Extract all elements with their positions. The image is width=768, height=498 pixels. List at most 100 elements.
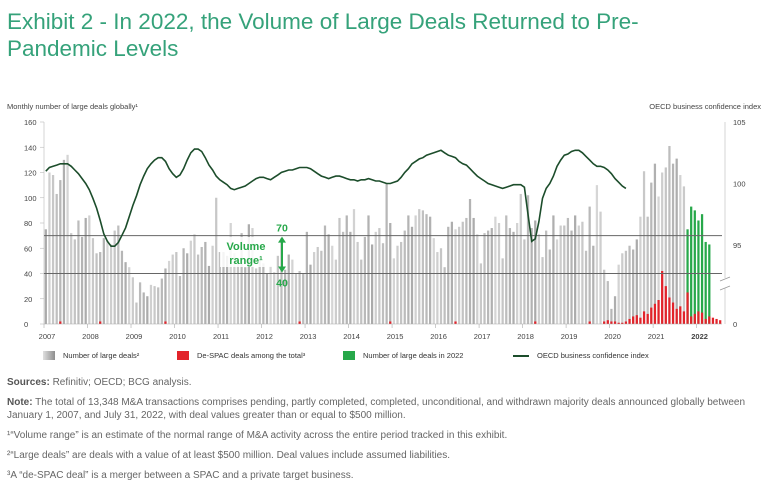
right-axis-tick-label: 100 [733,180,746,189]
bar-large-deals [135,302,138,324]
bar-despac [650,307,653,324]
sources-label: Sources: [7,377,50,388]
bar-despac [635,315,638,324]
note-label: Note: [7,397,33,408]
bar-despac [653,303,657,324]
bar-large-deals [588,206,591,324]
bar-despac-small [534,321,537,324]
bar-despac-small [389,321,392,324]
bar-large-deals [407,215,410,324]
sources-text: Refinitiv; OECD; BCG analysis. [52,377,192,388]
deals-chart: 0 20 40 60 80 100 120 140 160 105 100 95 0 2007 2008 20… [24,118,746,341]
bar-large-deals [472,217,475,324]
bar-large-deals [225,255,229,324]
bar-large-deals [247,224,250,324]
x-axis-year-label: 2010 [169,332,186,341]
legend-swatch-line [513,354,529,357]
bar-large-deals [552,215,555,324]
x-axis-year-label: 2018 [517,332,534,341]
bar-despac [621,322,624,324]
bar-despac [719,320,722,324]
bar-despac [690,316,693,324]
left-axis-tick-label: 120 [24,169,37,178]
bar-despac [700,312,704,324]
left-axis-tick-label: 80 [24,219,32,228]
chart-legend: Number of large deals² De-SPAC deals amo… [40,351,740,363]
bar-large-deals [236,263,240,324]
bar-large-deals [316,246,319,324]
bar-large-deals-2022 [697,220,700,324]
bar-despac-small [164,321,167,324]
volume-range-label-line2: range¹ [229,255,263,267]
x-axis-year-label: 2021 [648,332,665,341]
bar-large-deals [639,216,642,324]
bar-large-deals [124,262,127,324]
bar-large-deals [244,267,247,324]
legend-label-2022: Number of large deals in 2022 [363,351,464,360]
footnote-2: ²“Large deals” are deals with a value of… [7,450,451,461]
bar-large-deals [360,259,363,324]
x-axis-year-label: 2007 [39,332,56,341]
bar-large-deals [178,276,182,324]
bar-large-deals [193,234,196,324]
bar-large-deals [523,239,526,324]
bar-despac [624,321,628,324]
bar-large-deals [338,217,341,324]
bar-large-deals [157,287,160,324]
bar-despac-small [298,321,301,324]
x-axis-year-label: 2009 [126,332,143,341]
bar-large-deals [403,230,406,324]
bar-large-deals [55,193,58,324]
bar-despac [642,311,646,324]
bar-large-deals [62,159,66,324]
legend-label-large-deals: Number of large deals² [63,351,140,360]
left-axis-tick-label: 100 [24,194,37,203]
bar-despac [664,286,667,324]
bar-large-deals [186,253,189,324]
right-axis-tick-label: 105 [733,118,746,127]
bar-large-deals [291,259,294,324]
bar-large-deals [218,252,221,324]
x-axis-year-label: 2014 [343,332,360,341]
bar-despac [711,317,715,324]
bar-large-deals [113,230,116,324]
bar-large-deals [149,284,153,324]
oecd-line [45,148,627,247]
bar-large-deals [276,255,279,324]
bar-large-deals [309,264,312,324]
left-axis-tick-label: 140 [24,143,37,152]
bar-large-deals [374,231,377,324]
bar-large-deals [80,236,84,324]
legend-label-despac: De-SPAC deals among the total³ [197,351,306,360]
bar-large-deals [577,225,580,324]
bar-despac [661,270,664,324]
bar-despac [671,302,675,324]
bar-despac [657,300,660,324]
bar-large-deals [501,258,504,324]
bar-large-deals [128,267,131,324]
bar-large-deals [99,252,102,324]
bar-large-deals [632,249,635,324]
bar-large-deals [642,171,646,324]
x-axis-year-label: 2022 [691,332,708,341]
bar-large-deals-2022 [690,206,693,324]
bar-large-deals [483,233,486,324]
bar-large-deals [421,210,425,324]
bar-large-deals [668,145,671,324]
bar-large-deals [621,253,624,324]
bar-large-deals [222,252,225,324]
bar-large-deals-2022 [693,210,696,324]
bar-large-deals [570,230,573,324]
bar-large-deals [410,226,414,324]
bar-large-deals [302,273,305,324]
legend-2022: Number of large deals in 2022 [343,351,463,360]
x-axis-year-label: 2013 [300,332,317,341]
x-axis-year-label: 2019 [561,332,578,341]
bar-large-deals [519,193,522,324]
bar-despac [679,306,682,324]
bar-large-deals [400,241,403,324]
bar-large-deals [73,239,76,324]
bar-large-deals [461,221,464,324]
bar-large-deals [207,265,211,324]
bar-despac-small [59,321,62,324]
